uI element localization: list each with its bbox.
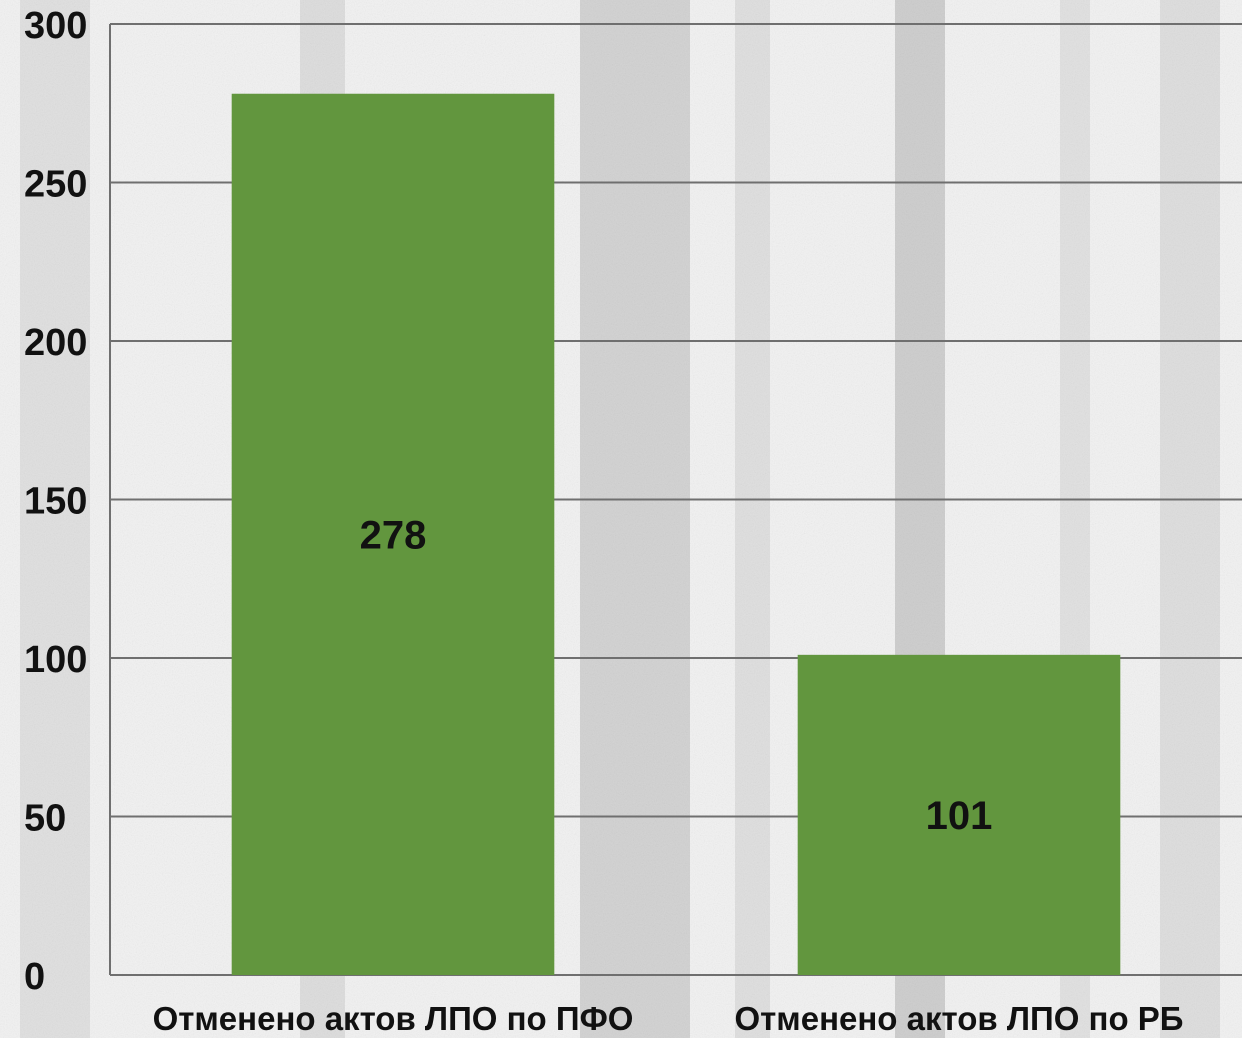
y-tick-label: 300	[24, 5, 87, 47]
y-axis-tick-labels: 0 50 100 150 200 250 300	[24, 5, 87, 998]
y-tick-label: 250	[24, 164, 87, 206]
data-labels: 278 101	[360, 513, 993, 838]
bar	[797, 654, 1121, 975]
x-category-label: Отменено актов ЛПО по ПФО	[153, 1000, 634, 1037]
y-tick-label: 50	[24, 798, 66, 840]
bars	[231, 93, 1121, 976]
y-tick-label: 200	[24, 322, 87, 364]
y-tick-label: 100	[24, 639, 87, 681]
x-category-label: Отменено актов ЛПО по РБ	[734, 1000, 1183, 1037]
y-tick-label: 150	[24, 481, 87, 523]
y-tick-label: 0	[24, 956, 45, 998]
data-label: 101	[926, 794, 993, 838]
data-label: 278	[360, 513, 427, 557]
x-axis-category-labels: Отменено актов ЛПО по ПФО Отменено актов …	[153, 1000, 1184, 1037]
bar	[231, 93, 555, 976]
